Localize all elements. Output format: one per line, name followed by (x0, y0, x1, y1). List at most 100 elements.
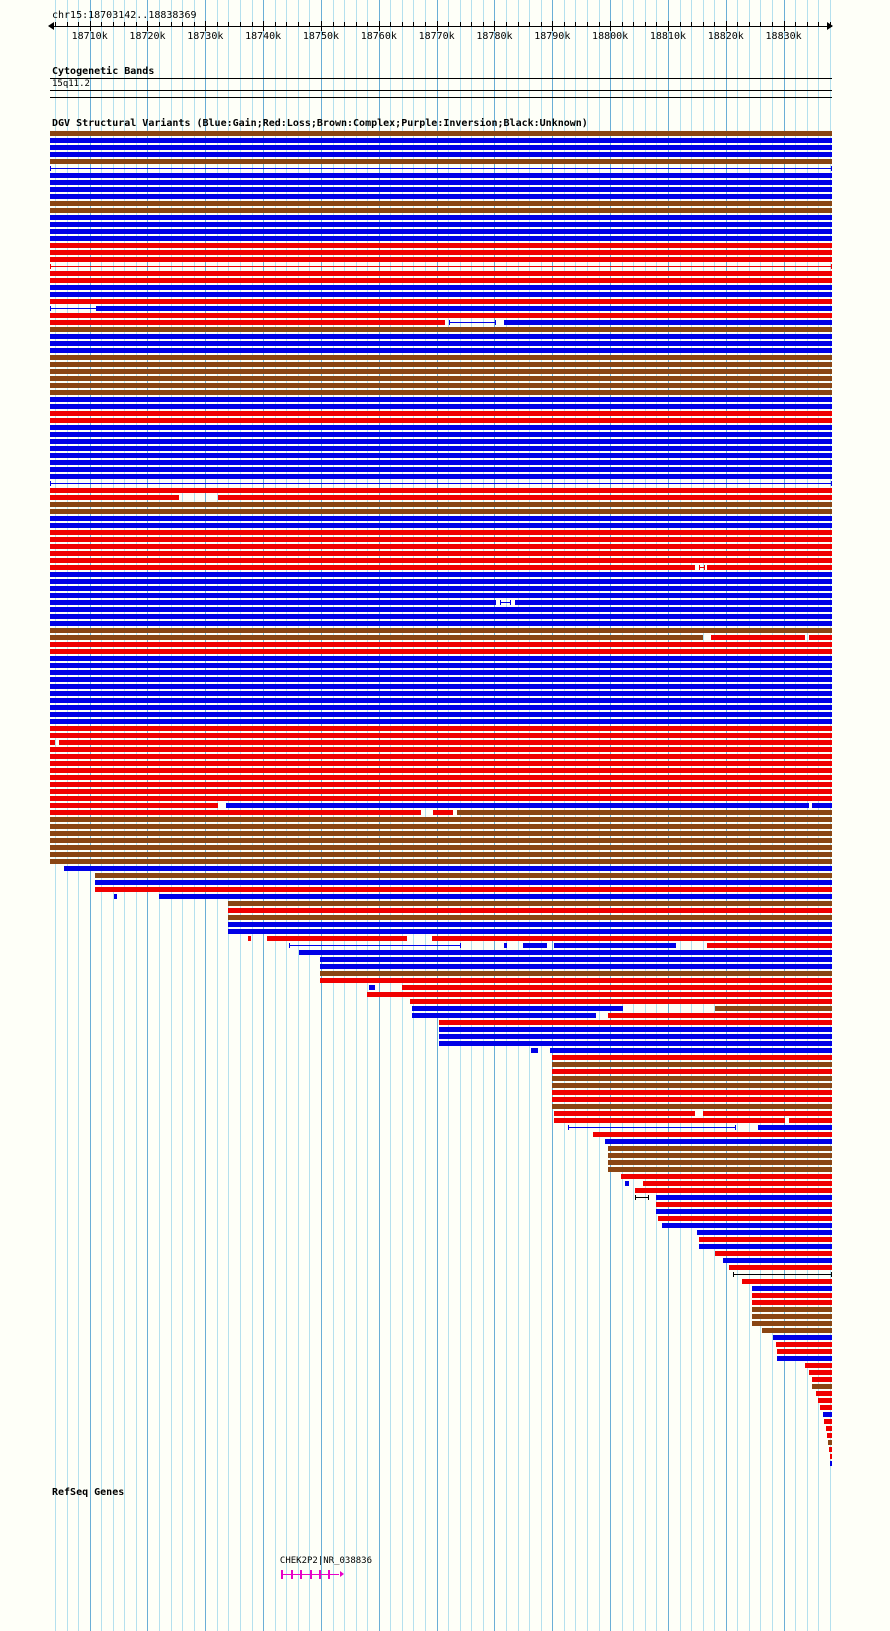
gene-exon[interactable] (309, 1570, 312, 1579)
variant-bar[interactable] (503, 943, 507, 948)
variant-bar[interactable] (50, 544, 832, 549)
variant-bar[interactable] (825, 1426, 832, 1431)
variant-bar[interactable] (752, 1307, 832, 1312)
variant-bar[interactable] (828, 1440, 832, 1445)
variant-bar[interactable] (728, 1265, 832, 1270)
variant-bar[interactable] (50, 663, 832, 668)
variant-bar[interactable] (752, 1300, 832, 1305)
variant-bar[interactable] (319, 964, 832, 969)
variant-bar[interactable] (552, 1097, 832, 1102)
variant-bar[interactable] (50, 390, 832, 395)
variant-bar[interactable] (620, 1174, 832, 1179)
variant-bar[interactable] (50, 229, 832, 234)
variant-bar[interactable] (50, 159, 832, 164)
variant-bar[interactable] (50, 656, 832, 661)
variant-bar[interactable] (757, 1125, 832, 1130)
variant-bar[interactable] (656, 1195, 832, 1200)
variant-bar[interactable] (412, 1013, 596, 1018)
variant-bar[interactable] (50, 572, 832, 577)
variant-bar[interactable] (319, 978, 832, 983)
variant-bar[interactable] (742, 1279, 832, 1284)
variant-bar[interactable] (829, 1454, 832, 1459)
variant-bar[interactable] (828, 1447, 832, 1452)
variant-bar[interactable] (50, 509, 832, 514)
variant-bar[interactable] (50, 222, 832, 227)
variant-bar[interactable] (50, 565, 696, 570)
variant-span-marker[interactable] (567, 1125, 736, 1130)
variant-bar[interactable] (830, 1461, 832, 1466)
variant-bar[interactable] (50, 285, 832, 290)
variant-bar[interactable] (50, 474, 832, 479)
variant-bar[interactable] (699, 1237, 832, 1242)
gene-exon[interactable] (290, 1570, 293, 1579)
variant-bar[interactable] (50, 250, 832, 255)
variant-bar[interactable] (50, 831, 832, 836)
variant-bar[interactable] (777, 1356, 832, 1361)
variant-bar[interactable] (228, 929, 832, 934)
variant-bar[interactable] (50, 418, 832, 423)
variant-bar[interactable] (50, 859, 832, 864)
variant-bar[interactable] (808, 1370, 832, 1375)
variant-bar[interactable] (656, 1202, 832, 1207)
variant-bar[interactable] (552, 1076, 832, 1081)
variant-bar[interactable] (50, 495, 180, 500)
variant-bar[interactable] (788, 1118, 832, 1123)
variant-bar[interactable] (50, 649, 832, 654)
variant-bar[interactable] (710, 635, 805, 640)
variant-bar[interactable] (50, 670, 832, 675)
variant-bar[interactable] (50, 642, 832, 647)
variant-bar[interactable] (50, 327, 832, 332)
variant-bar[interactable] (702, 1111, 832, 1116)
variant-bar[interactable] (50, 726, 832, 731)
variant-bar[interactable] (409, 999, 832, 1004)
variant-bar[interactable] (50, 355, 832, 360)
variant-bar[interactable] (50, 698, 832, 703)
variant-bar[interactable] (50, 397, 832, 402)
variant-bar[interactable] (662, 1223, 832, 1228)
variant-bar[interactable] (605, 1139, 832, 1144)
variant-bar[interactable] (433, 810, 453, 815)
variant-bar[interactable] (761, 1328, 832, 1333)
variant-span-marker[interactable] (634, 1195, 649, 1200)
variant-bar[interactable] (298, 950, 832, 955)
variant-bar[interactable] (50, 845, 832, 850)
variant-bar[interactable] (50, 439, 832, 444)
variant-bar[interactable] (159, 894, 832, 899)
variant-bar[interactable] (247, 936, 251, 941)
variant-bar[interactable] (816, 1391, 832, 1396)
variant-bar[interactable] (50, 523, 832, 528)
variant-bar[interactable] (523, 943, 547, 948)
variant-bar[interactable] (228, 901, 832, 906)
variant-bar[interactable] (50, 537, 832, 542)
variant-bar[interactable] (366, 992, 832, 997)
variant-bar[interactable] (64, 866, 832, 871)
variant-bar[interactable] (50, 677, 832, 682)
variant-bar[interactable] (50, 747, 832, 752)
variant-bar[interactable] (50, 201, 832, 206)
variant-bar[interactable] (775, 1342, 832, 1347)
variant-bar[interactable] (95, 880, 832, 885)
variant-bar[interactable] (773, 1335, 832, 1340)
variant-bar[interactable] (431, 936, 832, 941)
variant-bar[interactable] (50, 460, 832, 465)
variant-bar[interactable] (59, 740, 832, 745)
variant-bar[interactable] (752, 1314, 832, 1319)
variant-bar[interactable] (50, 530, 832, 535)
variant-bar[interactable] (50, 579, 832, 584)
variant-bar[interactable] (50, 152, 832, 157)
variant-bar[interactable] (50, 782, 832, 787)
variant-bar[interactable] (530, 1048, 538, 1053)
variant-bar[interactable] (50, 453, 832, 458)
variant-bar[interactable] (752, 1293, 832, 1298)
variant-bar[interactable] (50, 635, 703, 640)
variant-bar[interactable] (50, 173, 832, 178)
variant-bar[interactable] (752, 1321, 832, 1326)
variant-bar[interactable] (722, 1258, 832, 1263)
variant-bar[interactable] (50, 138, 832, 143)
variant-bar[interactable] (50, 733, 832, 738)
variant-bar[interactable] (552, 1104, 832, 1109)
variant-bar[interactable] (50, 838, 832, 843)
variant-span-marker[interactable] (448, 320, 496, 325)
variant-bar[interactable] (50, 313, 832, 318)
variant-bar[interactable] (228, 922, 832, 927)
